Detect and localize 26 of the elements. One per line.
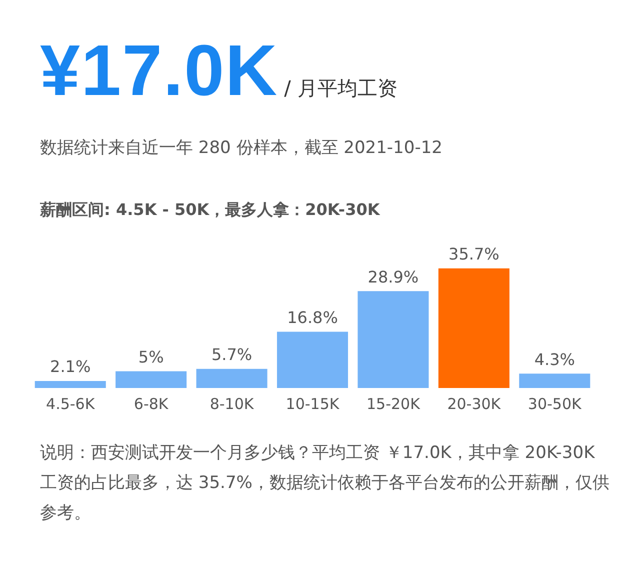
x-tick-label: 10-15K (286, 394, 340, 413)
x-tick-label: 4.5-6K (46, 394, 96, 413)
bar (196, 368, 268, 388)
data-label: 16.8% (287, 308, 338, 327)
x-tick-label: 8-10K (210, 394, 255, 413)
chart-subtitle: / 月平均工资 (284, 76, 398, 100)
data-label: 5.7% (211, 345, 252, 364)
bar (358, 291, 429, 388)
data-label: 5% (138, 347, 164, 366)
text: 数据统计来自近一年 280 份样本，截至 2021-10-12 (40, 137, 442, 159)
bar (276, 332, 348, 388)
text: 薪酬区间: 4.5K - 50K，最多人拿：20K-30K (40, 200, 380, 221)
data-label: 2.1% (50, 357, 91, 376)
data-label: 35.7% (448, 244, 500, 264)
x-tick-label: 30-50K (528, 394, 583, 413)
x-tick-label: 20-30K (447, 394, 502, 413)
bar (438, 268, 510, 388)
x-tick-label: 15-20K (366, 394, 422, 413)
chart-title: ¥17.0K (40, 31, 278, 111)
data-label: 28.9% (368, 267, 419, 286)
text: 说明：西安测试开发一个月多少钱？平均工资 ￥17.0K，其中拿 20K-30K 工资的占比最多，达 35.7%，数据统计依赖于各平台发布的公开薪酬，仅供参考。 (40, 442, 610, 525)
bar (116, 371, 187, 388)
data-label: 4.3% (534, 350, 575, 369)
x-tick-label: 6-8K (134, 394, 170, 413)
bar (34, 380, 106, 388)
bar (519, 374, 590, 388)
